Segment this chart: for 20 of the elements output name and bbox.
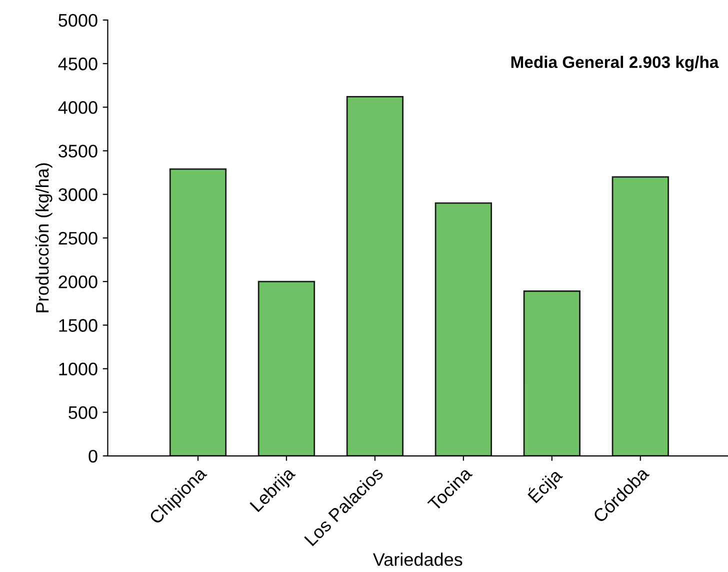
bar <box>434 202 492 456</box>
y-tick-label: 4500 <box>58 58 98 70</box>
y-tick-label: 2000 <box>58 275 98 288</box>
y-tick-label: 3000 <box>58 188 98 202</box>
y-tick-label: 500 <box>68 406 98 420</box>
y-tick-label: 4000 <box>58 101 98 114</box>
x-axis-title: Variedades <box>372 552 462 566</box>
y-tick-label: 1000 <box>59 362 98 376</box>
y-axis-title: Producción (kg/ha) <box>35 163 52 312</box>
bar <box>169 168 227 456</box>
y-tick-label: 1500 <box>59 319 98 332</box>
bar <box>258 280 316 456</box>
y-tick-label: 3500 <box>58 144 98 158</box>
y-tick-label: 0 <box>88 450 98 463</box>
bar <box>346 96 404 456</box>
y-tick-label: 2500 <box>58 232 98 245</box>
y-tick-label: 5000 <box>58 14 98 27</box>
bar <box>612 176 669 456</box>
bar <box>523 290 580 456</box>
annotation: Media General 2.903 kg/ha <box>511 56 719 72</box>
